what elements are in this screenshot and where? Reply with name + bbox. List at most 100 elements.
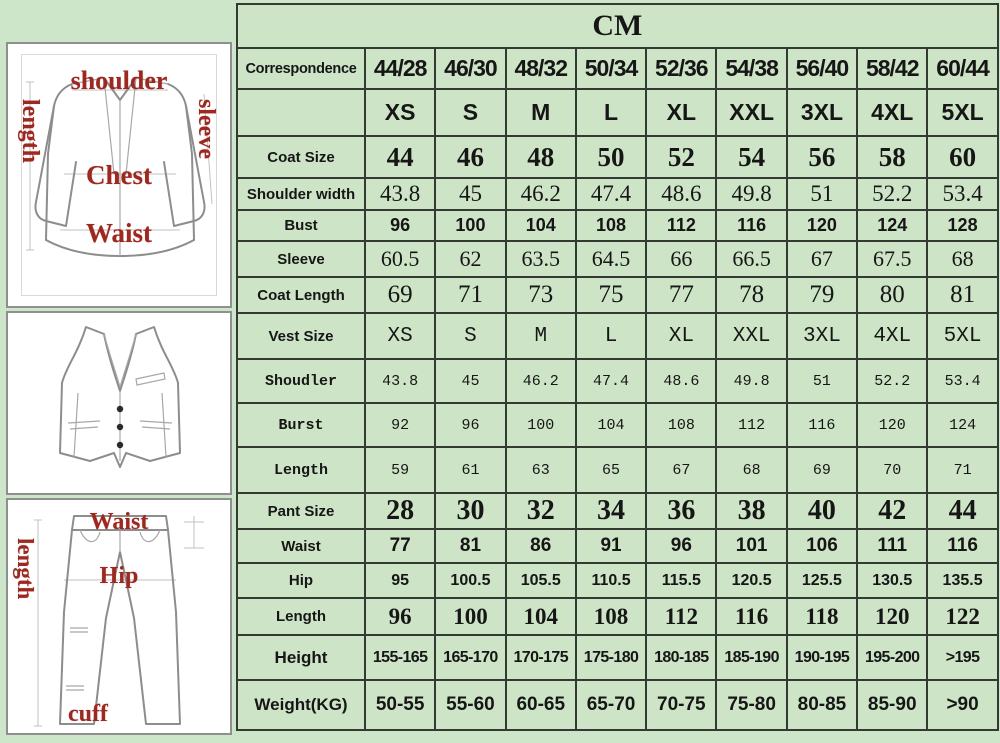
- jacket-waist-label: Waist: [85, 218, 153, 248]
- cell-vest-shoulder-0: 43.8: [363, 358, 437, 404]
- cell-pant-hip-1: 100.5: [434, 562, 507, 599]
- cell-coat-size-1: 46: [434, 135, 507, 179]
- cell-pant-hip-2: 105.5: [504, 562, 577, 599]
- row-unit-header: CM: [236, 3, 999, 49]
- cell-pant-size-1: 30: [434, 492, 507, 530]
- cell-pant-length-8: 122: [926, 597, 999, 636]
- cell-coat-size-0: 44: [363, 135, 437, 179]
- cell-vest-length-4: 67: [645, 446, 718, 494]
- jacket-sleeve-label: sleeve: [193, 99, 219, 159]
- row-label-sizes: [236, 88, 366, 137]
- cell-vest-shoulder-3: 47.4: [574, 358, 648, 404]
- cell-coat-length-4: 77: [645, 276, 718, 314]
- cell-vest-burst-2: 100: [504, 402, 577, 448]
- cell-pant-length-7: 120: [856, 597, 929, 636]
- cell-vest-length-6: 69: [785, 446, 859, 494]
- cell-shoulder-width-8: 53.4: [926, 177, 999, 211]
- vest-diagram-panel: [6, 311, 232, 495]
- cell-vest-burst-0: 92: [363, 402, 437, 448]
- cell-vest-length-8: 71: [926, 446, 999, 494]
- row-label-vest-burst: Burst: [236, 402, 366, 448]
- row-label-coat-size: Coat Size: [236, 135, 366, 179]
- cell-weight-3: 65-70: [574, 679, 648, 731]
- cell-weight-6: 80-85: [785, 679, 859, 731]
- cell-sizes-7: 4XL: [856, 88, 929, 137]
- size-table: CM Correspondence 44/28 46/30 48/32 50/34 52/…: [236, 3, 999, 731]
- cell-pant-waist-2: 86: [504, 528, 577, 564]
- cell-vest-length-7: 70: [856, 446, 929, 494]
- cell-coat-length-1: 71: [434, 276, 507, 314]
- cell-vest-burst-3: 104: [574, 402, 648, 448]
- cell-sleeve-4: 66: [645, 240, 718, 278]
- cell-vest-shoulder-6: 51: [785, 358, 859, 404]
- jacket-shoulder-label: shoulder: [70, 66, 168, 95]
- cell-vest-shoulder-8: 53.4: [926, 358, 999, 404]
- cell-correspondence-1: 46/30: [434, 47, 507, 90]
- row-label-pant-size: Pant Size: [236, 492, 366, 530]
- cell-vest-size-2: M: [504, 312, 577, 360]
- cell-pant-length-1: 100: [434, 597, 507, 636]
- row-label-correspondence: Correspondence: [236, 47, 366, 90]
- row-weight: Weight(KG) 50-55 55-60 60-65 65-70 70-75 75-80…: [236, 679, 999, 731]
- cell-height-3: 175-180: [574, 634, 648, 681]
- cell-vest-size-3: L: [574, 312, 648, 360]
- cell-vest-burst-7: 120: [856, 402, 929, 448]
- row-pant-hip: Hip 95 100.5 105.5 110.5 115.5 120.5 125.5 130.5…: [236, 562, 999, 599]
- cell-pant-waist-3: 91: [574, 528, 648, 564]
- row-vest-burst: Burst 92 96 100 104 108 112 116 120 124: [236, 402, 999, 448]
- cell-pant-size-5: 38: [715, 492, 788, 530]
- cell-vest-burst-8: 124: [926, 402, 999, 448]
- cell-vest-size-0: XS: [363, 312, 437, 360]
- cell-coat-length-7: 80: [856, 276, 929, 314]
- row-label-bust: Bust: [236, 209, 366, 242]
- cell-vest-shoulder-1: 45: [434, 358, 507, 404]
- cell-pant-hip-3: 110.5: [574, 562, 648, 599]
- cell-bust-3: 108: [574, 209, 648, 242]
- pants-cuff-label: cuff: [67, 701, 108, 727]
- cell-pant-length-2: 104: [504, 597, 577, 636]
- cell-sleeve-3: 64.5: [574, 240, 648, 278]
- cell-pant-waist-5: 101: [715, 528, 788, 564]
- jacket-line-drawing: [26, 77, 213, 257]
- cell-bust-8: 128: [926, 209, 999, 242]
- row-vest-length: Length 59 61 63 65 67 68 69 70 71: [236, 446, 999, 494]
- cell-coat-size-4: 52: [645, 135, 718, 179]
- cell-height-2: 170-175: [504, 634, 577, 681]
- cell-pant-hip-6: 125.5: [785, 562, 859, 599]
- row-label-vest-shoulder: Shoudler: [236, 358, 366, 404]
- cell-correspondence-5: 54/38: [715, 47, 788, 90]
- cell-weight-1: 55-60: [434, 679, 507, 731]
- cell-vest-shoulder-4: 48.6: [645, 358, 718, 404]
- cell-height-1: 165-170: [434, 634, 507, 681]
- cell-coat-length-6: 79: [785, 276, 859, 314]
- cell-sizes-1: S: [434, 88, 507, 137]
- row-label-shoulder-width: Shoulder width: [236, 177, 366, 211]
- row-pant-length: Length 96 100 104 108 112 116 118 120 122: [236, 597, 999, 636]
- cell-coat-size-5: 54: [715, 135, 788, 179]
- cell-sizes-8: 5XL: [926, 88, 999, 137]
- row-label-pant-waist: Waist: [236, 528, 366, 564]
- cell-vest-size-7: 4XL: [856, 312, 929, 360]
- cell-pant-size-7: 42: [856, 492, 929, 530]
- cell-pant-waist-7: 111: [856, 528, 929, 564]
- cell-shoulder-width-3: 47.4: [574, 177, 648, 211]
- cell-pant-size-3: 34: [574, 492, 648, 530]
- cell-sleeve-1: 62: [434, 240, 507, 278]
- cell-vest-burst-5: 112: [715, 402, 788, 448]
- cell-correspondence-2: 48/32: [504, 47, 577, 90]
- cell-pant-waist-6: 106: [785, 528, 859, 564]
- cell-vest-shoulder-5: 49.8: [715, 358, 788, 404]
- row-label-vest-size: Vest Size: [236, 312, 366, 360]
- cell-correspondence-6: 56/40: [785, 47, 859, 90]
- cell-coat-size-6: 56: [785, 135, 859, 179]
- cell-correspondence-3: 50/34: [574, 47, 648, 90]
- pants-line-drawing: [34, 515, 204, 727]
- pants-diagram-panel: Waist length Hip cuff: [6, 498, 232, 735]
- cell-sizes-0: XS: [363, 88, 437, 137]
- cell-correspondence-7: 58/42: [856, 47, 929, 90]
- cell-shoulder-width-6: 51: [785, 177, 859, 211]
- cell-pant-size-8: 44: [926, 492, 999, 530]
- cell-vest-size-1: S: [434, 312, 507, 360]
- cell-weight-5: 75-80: [715, 679, 788, 731]
- jacket-length-label: length: [17, 99, 43, 164]
